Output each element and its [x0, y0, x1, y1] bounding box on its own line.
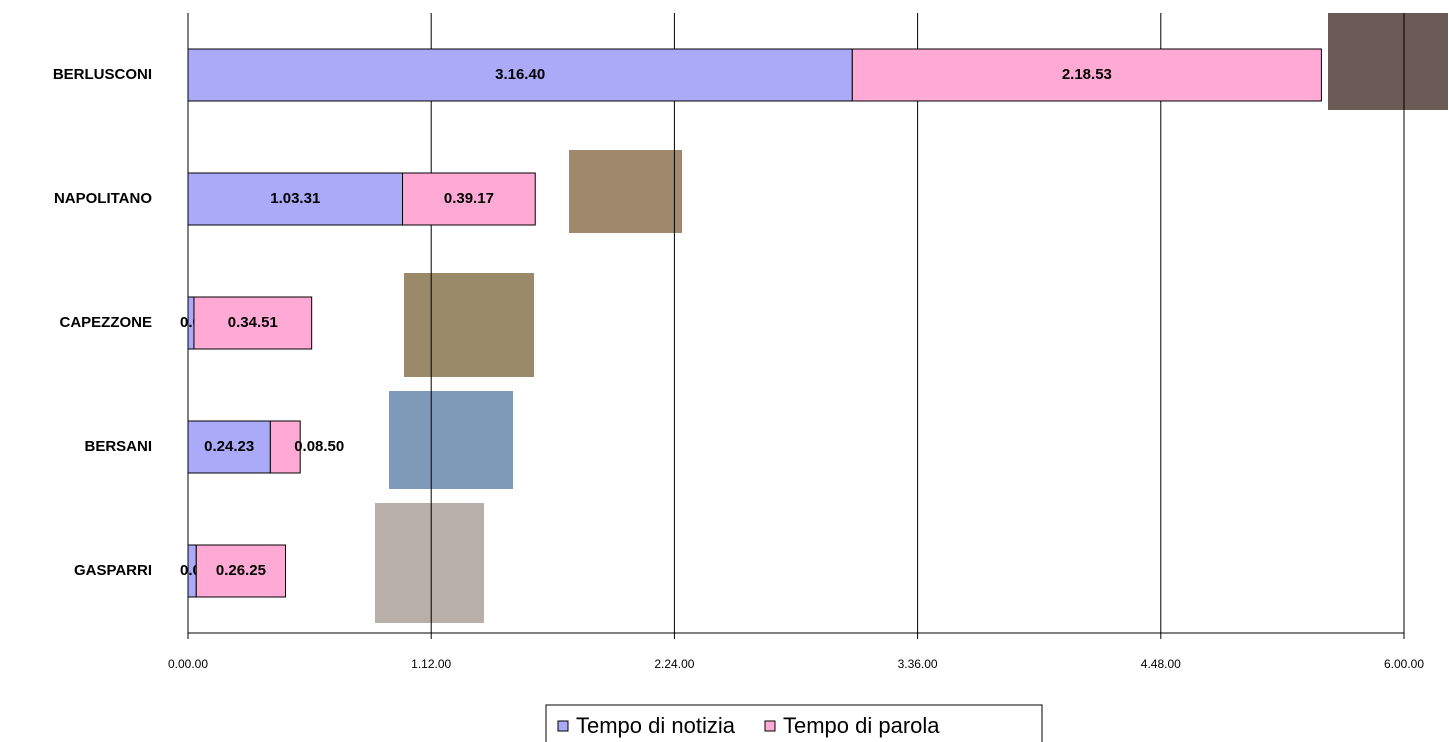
page: {"chart_data": {"type": "stacked-bar-hor…	[0, 0, 1449, 742]
value-label: 0.08.50	[294, 438, 344, 455]
category-label: NAPOLITANO	[54, 190, 152, 207]
photo	[569, 150, 682, 233]
value-label: 0.39.17	[444, 190, 494, 207]
legend-swatch	[558, 721, 568, 731]
value-label: 1.03.31	[270, 190, 320, 207]
x-tick-label: 6.00.00	[1384, 657, 1424, 671]
legend-label: Tempo di parola	[783, 713, 940, 738]
value-label: 0.24.23	[204, 438, 254, 455]
value-label: 3.16.40	[495, 66, 545, 83]
x-tick-label: 0.00.00	[168, 657, 208, 671]
x-tick-label: 4.48.00	[1141, 657, 1181, 671]
value-label: 0.34.51	[228, 314, 278, 331]
legend-label: Tempo di notizia	[576, 713, 736, 738]
x-tick-label: 3.36.00	[898, 657, 938, 671]
value-label: 2.18.53	[1062, 66, 1112, 83]
photo	[389, 391, 513, 489]
value-label: 0.26.25	[216, 562, 266, 579]
category-label: BERSANI	[84, 438, 152, 455]
category-label: GASPARRI	[74, 562, 152, 579]
x-tick-label: 1.12.00	[411, 657, 451, 671]
category-label: CAPEZZONE	[59, 314, 152, 331]
chart: 0.00.00 1.12.00 2.24.00 3.36.00 4.48.00 6.00.…	[0, 0, 1449, 742]
photo	[375, 503, 484, 623]
legend-swatch	[765, 721, 775, 731]
x-tick-label: 2.24.00	[654, 657, 694, 671]
photo	[404, 273, 534, 377]
photo	[1328, 13, 1448, 110]
category-label: BERLUSCONI	[53, 66, 152, 83]
